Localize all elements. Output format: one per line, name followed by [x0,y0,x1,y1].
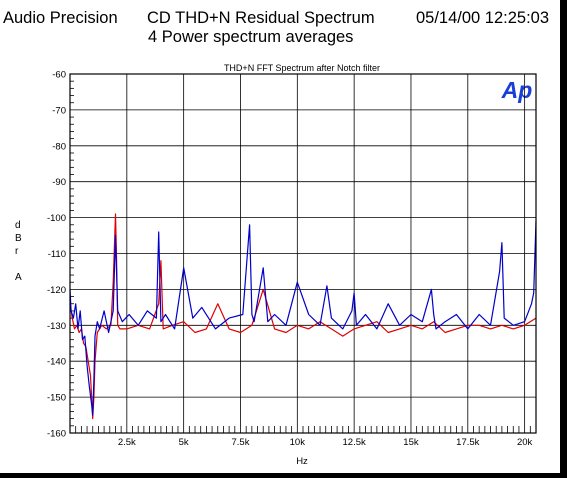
x-tick-label: 5k [179,437,189,448]
series-group [69,213,537,420]
company-label: Audio Precision [3,9,118,27]
timestamp: 05/14/00 12:25:03 [416,9,550,27]
series-1-line [69,213,537,420]
y-axis-label-2: B [15,233,22,244]
y-tick-label: -60 [52,70,66,81]
y-tick-label: -130 [47,321,66,332]
y-tick-label: -120 [47,285,66,296]
y-axis-label-3: r [15,246,19,257]
x-tick-label: 12.5k [343,437,366,448]
y-axis-label-4: A [15,272,22,283]
x-axis-label: Hz [296,456,308,467]
grid [70,73,536,434]
y-axis-label-1: d [15,220,21,231]
y-tick-label: -140 [47,357,66,368]
window-shadow-right [560,0,567,478]
series-2-line [69,221,537,416]
y-tick-label: -110 [48,249,66,260]
y-tick-label: -160 [47,429,66,440]
y-tick-label: -80 [52,141,66,152]
graph-subtitle: 4 Power spectrum averages [148,28,354,46]
y-tick-label: -100 [47,213,66,224]
plot-border [69,73,537,434]
x-tick-label: 2.5k [118,437,136,448]
x-tick-label: 20k [517,437,533,448]
window-shadow-bottom [0,473,567,478]
x-tick-label: 17.5k [456,437,479,448]
ap-logo: Ap [501,77,533,103]
chart-title: THD+N FFT Spectrum after Notch filter [224,63,380,73]
axis-ticks: -60 -70 -80 -90 -100 -110 -120 -130 -140 -150 -160… [47,70,537,448]
x-tick-label: 15k [403,437,419,448]
graph-title: CD THD+N Residual Spectrum [147,9,375,27]
y-tick-label: -70 [52,105,66,116]
y-tick-label: -150 [47,393,66,404]
y-tick-label: -90 [52,177,66,188]
x-tick-label: 7.5k [232,437,250,448]
x-tick-label: 10k [290,437,306,448]
